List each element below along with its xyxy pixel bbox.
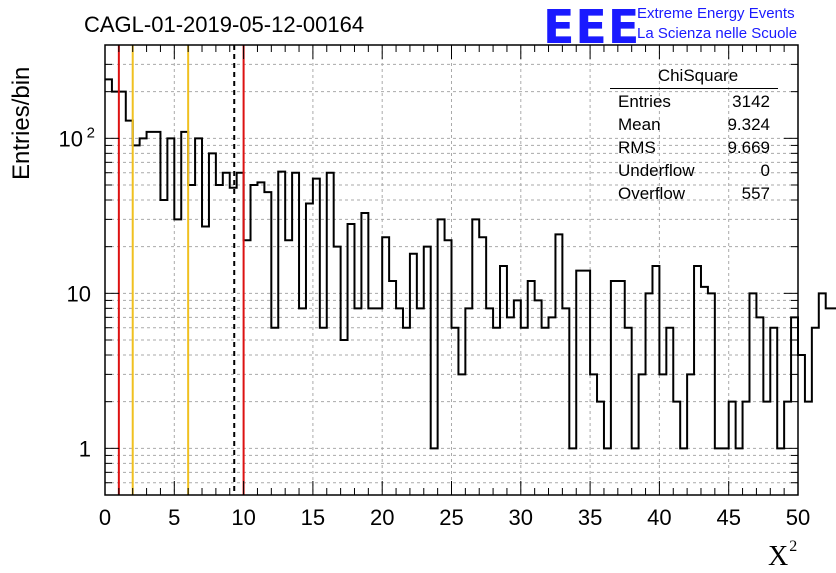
- stats-value: 3142: [732, 92, 770, 111]
- stats-label: Entries: [618, 92, 671, 111]
- x-tick-label: 45: [716, 505, 740, 530]
- y-tick-label: 1: [79, 436, 91, 461]
- stats-row-underflow: Underflow 0: [610, 161, 778, 184]
- x-tick-label: 5: [168, 505, 180, 530]
- stats-box: ChiSquare Entries 3142 Mean 9.324 RMS 9.…: [610, 66, 778, 207]
- stats-label: Mean: [618, 115, 661, 134]
- y-tick-label-exponent: 2: [87, 124, 95, 141]
- x-tick-label: 0: [99, 505, 111, 530]
- chart-title: CAGL-01-2019-05-12-00164: [84, 12, 365, 37]
- stats-title: ChiSquare: [657, 66, 739, 85]
- grid-lines: [105, 45, 798, 495]
- y-tick-label: 10: [67, 281, 91, 306]
- stats-row-overflow: Overflow 557: [610, 184, 778, 207]
- stats-row-entries: Entries 3142: [610, 92, 778, 115]
- x-tick-label: 30: [509, 505, 533, 530]
- stats-divider: [610, 88, 778, 89]
- stats-value: 0: [760, 161, 770, 180]
- x-tick-label: 50: [786, 505, 810, 530]
- stats-label: Underflow: [618, 161, 695, 180]
- x-tick-label: 35: [578, 505, 602, 530]
- histogram-outline: [105, 78, 836, 450]
- y-tick-label: 10: [59, 126, 83, 151]
- x-axis-label-superscript: 2: [789, 538, 798, 555]
- x-tick-label: 25: [439, 505, 463, 530]
- x-axis-label-base: X: [768, 541, 789, 572]
- stats-value: 9.324: [727, 115, 770, 134]
- eee-logo: EEE: [543, 0, 641, 54]
- stats-row-rms: RMS 9.669: [610, 138, 778, 161]
- stats-row-mean: Mean 9.324: [610, 115, 778, 138]
- stats-value: 9.669: [727, 138, 770, 157]
- logo-line2: La Scienza nelle Scuole: [637, 25, 798, 42]
- x-tick-label: 40: [647, 505, 671, 530]
- y-axis-label: Entries/bin: [8, 66, 35, 180]
- x-tick-label: 20: [370, 505, 394, 530]
- marker-lines: [117, 45, 245, 495]
- logo-line1: Extreme Energy Events: [637, 5, 795, 22]
- histogram: [105, 78, 836, 450]
- stats-label: RMS: [618, 138, 656, 157]
- stats-label: Overflow: [618, 184, 686, 203]
- x-axis-label: X2: [768, 538, 797, 573]
- x-tick-label: 10: [231, 505, 255, 530]
- tick-marks: [104, 44, 799, 496]
- x-tick-label: 15: [301, 505, 325, 530]
- stats-value: 557: [741, 184, 770, 203]
